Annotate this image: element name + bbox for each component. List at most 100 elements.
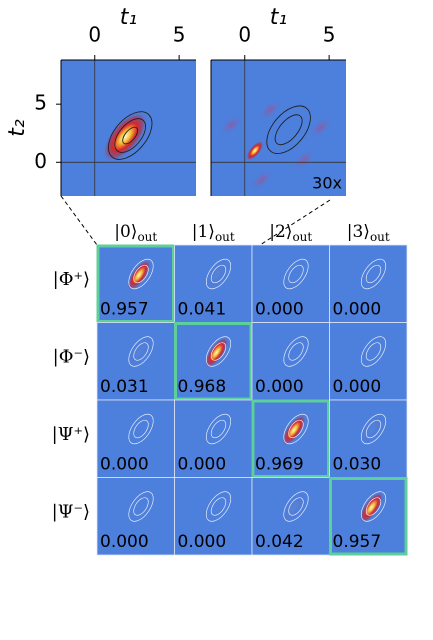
- cell-value: 0.969: [255, 455, 304, 475]
- contour: [365, 264, 382, 284]
- density: [219, 114, 243, 136]
- cell-value: 0.957: [100, 300, 149, 320]
- column-label: |0⟩out: [114, 222, 157, 244]
- contour: [365, 342, 382, 361]
- x-tick-label: 0: [88, 23, 101, 47]
- contour: [283, 336, 309, 367]
- contour: [365, 419, 382, 439]
- contour: [365, 497, 382, 516]
- contour: [360, 413, 387, 445]
- contour: [210, 342, 227, 361]
- contour: [210, 419, 227, 439]
- density: [292, 149, 316, 171]
- column-subscript: out: [137, 230, 157, 244]
- cell: [329, 322, 408, 401]
- contour: [133, 264, 149, 284]
- density: [309, 116, 333, 138]
- highlight: [96, 244, 175, 323]
- y-axis-label: t₂: [5, 119, 30, 137]
- row-label: |Ψ⁻⟩: [52, 501, 90, 522]
- cell-value: 0.000: [255, 300, 304, 320]
- y-tick-label: 5: [34, 91, 47, 115]
- cell-value: 0.042: [255, 532, 304, 552]
- cell-density: [204, 337, 229, 368]
- cell: [174, 477, 253, 556]
- contour: [288, 497, 304, 516]
- x-tick-label: 5: [173, 23, 186, 47]
- cell: [329, 399, 408, 478]
- contour: [205, 258, 232, 290]
- highlight: [329, 477, 408, 556]
- contour: [133, 342, 149, 361]
- density: [249, 169, 274, 191]
- column-subscript: out: [215, 230, 235, 244]
- contour: [128, 413, 154, 445]
- cell-value: 0.000: [178, 455, 227, 475]
- column-label: |1⟩out: [192, 222, 235, 244]
- contour: [288, 419, 304, 439]
- cell: [96, 399, 175, 478]
- cell-value: 0.000: [178, 532, 227, 552]
- contour: [360, 258, 387, 290]
- cell: [251, 322, 330, 401]
- contour: [128, 258, 154, 290]
- column-state: |3⟩: [347, 222, 370, 242]
- column-state: |0⟩: [114, 222, 137, 242]
- highlight: [174, 322, 253, 401]
- row-label: |Φ⁻⟩: [53, 346, 90, 367]
- contour: [360, 336, 387, 367]
- cell-value: 0.000: [100, 455, 149, 475]
- panel: [211, 60, 346, 196]
- cell-density: [282, 414, 306, 446]
- cell-density: [282, 492, 306, 523]
- y-tick-label: 0: [34, 149, 47, 173]
- cell-value: 0.000: [100, 532, 149, 552]
- contour: [274, 114, 303, 146]
- x-axis-label: t₁: [120, 5, 137, 30]
- contour: [128, 336, 154, 367]
- cell-density: [359, 492, 384, 523]
- contour: [283, 413, 309, 445]
- density: [246, 140, 264, 161]
- column-label: |3⟩out: [347, 222, 390, 244]
- contour: [114, 118, 147, 153]
- panel: [61, 60, 196, 196]
- cell-value: 0.957: [333, 532, 382, 552]
- contour: [122, 126, 139, 145]
- contour: [210, 497, 227, 516]
- cell-value: 0.031: [100, 377, 149, 397]
- cell-value: 0.030: [333, 455, 382, 475]
- cell-value: 0.968: [178, 377, 227, 397]
- contour: [205, 413, 232, 445]
- contour: [266, 105, 311, 154]
- annotation: 30x: [312, 174, 342, 193]
- density: [103, 112, 148, 162]
- contour: [210, 264, 227, 284]
- cell-value: 0.000: [333, 300, 382, 320]
- row-label: |Ψ⁺⟩: [52, 424, 90, 445]
- contour: [283, 491, 309, 522]
- contour: [133, 419, 149, 439]
- x-tick-label: 5: [323, 23, 336, 47]
- highlight: [251, 399, 330, 478]
- cell: [251, 244, 330, 323]
- contour: [133, 497, 149, 516]
- cell: [96, 322, 175, 401]
- density: [258, 99, 282, 121]
- contour: [205, 491, 232, 522]
- cell-value: 0.041: [178, 300, 227, 320]
- x-axis-label: t₁: [270, 5, 287, 30]
- column-state: |1⟩: [192, 222, 215, 242]
- cell-value: 0.000: [333, 377, 382, 397]
- contour: [288, 264, 304, 284]
- contour: [128, 491, 154, 522]
- cell: [174, 399, 253, 478]
- contour: [360, 491, 387, 522]
- column-subscript: out: [292, 230, 312, 244]
- cell-density: [204, 259, 229, 291]
- column-subscript: out: [370, 230, 390, 244]
- zoom-line: [60, 195, 98, 246]
- column-state: |2⟩: [269, 222, 292, 242]
- cell-density: [127, 259, 151, 291]
